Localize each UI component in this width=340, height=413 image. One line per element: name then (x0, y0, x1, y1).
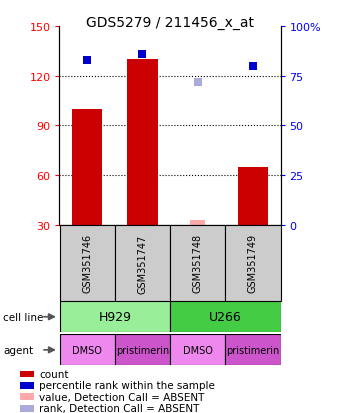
Bar (170, 301, 280, 332)
Text: GDS5279 / 211456_x_at: GDS5279 / 211456_x_at (86, 16, 254, 30)
Text: H929: H929 (98, 311, 131, 323)
Bar (59, 335, 115, 366)
Bar (225, 225, 280, 301)
Bar (170, 225, 225, 301)
Bar (72, 109, 102, 225)
Bar (190, 220, 205, 225)
Text: agent: agent (3, 345, 34, 355)
Text: GSM351746: GSM351746 (82, 234, 92, 293)
Bar (59, 225, 115, 301)
Text: U266: U266 (209, 311, 242, 323)
Text: count: count (39, 369, 68, 379)
Text: DMSO: DMSO (72, 345, 102, 355)
Text: cell line: cell line (3, 312, 44, 322)
Text: percentile rank within the sample: percentile rank within the sample (39, 380, 215, 390)
Text: pristimerin: pristimerin (116, 345, 169, 355)
Bar (20, 394, 34, 400)
Text: DMSO: DMSO (183, 345, 212, 355)
Text: rank, Detection Call = ABSENT: rank, Detection Call = ABSENT (39, 403, 199, 413)
Bar (115, 335, 170, 366)
Bar (20, 371, 34, 377)
Text: value, Detection Call = ABSENT: value, Detection Call = ABSENT (39, 392, 204, 402)
Text: pristimerin: pristimerin (226, 345, 279, 355)
Bar (59, 301, 170, 332)
Text: GSM351747: GSM351747 (137, 234, 147, 293)
Text: GSM351748: GSM351748 (193, 234, 203, 293)
Bar (170, 335, 225, 366)
Bar (127, 60, 157, 225)
Bar (115, 225, 170, 301)
Bar (20, 405, 34, 412)
Bar (225, 335, 280, 366)
Bar (238, 167, 268, 225)
Bar (20, 382, 34, 389)
Text: GSM351749: GSM351749 (248, 234, 258, 293)
